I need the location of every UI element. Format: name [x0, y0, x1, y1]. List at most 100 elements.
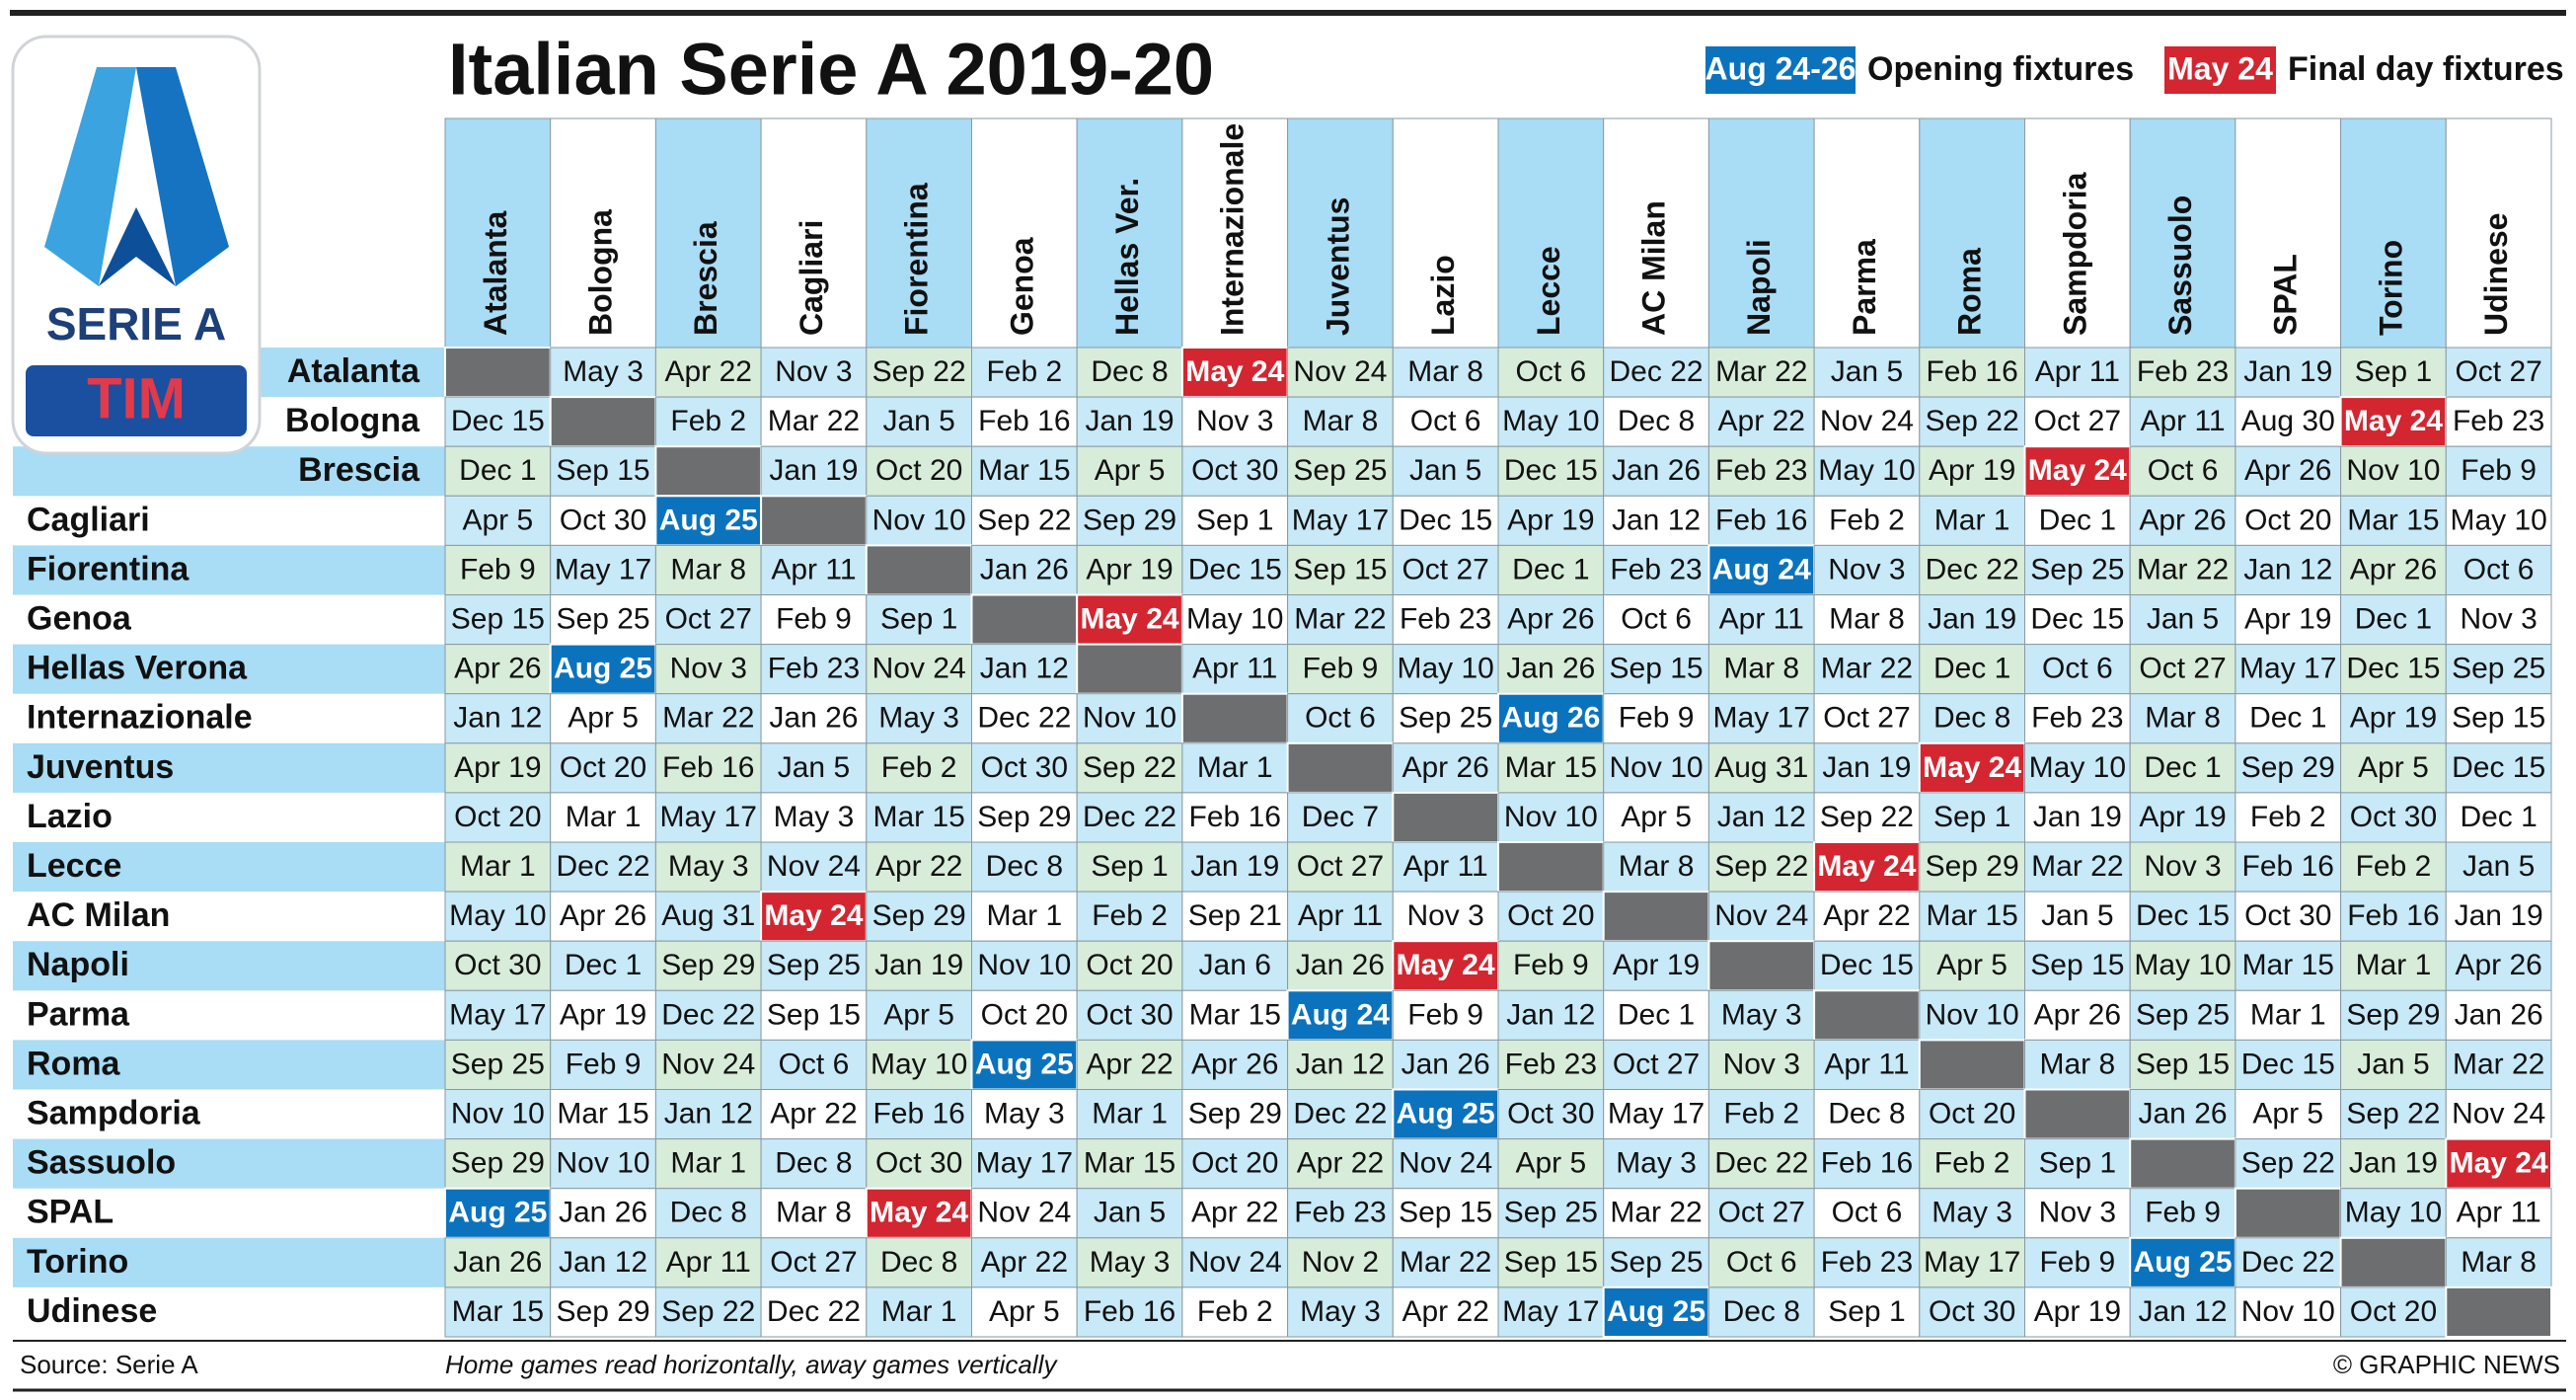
fixture-date: May 10	[1818, 454, 1915, 487]
fixture-date: Feb 9	[1619, 702, 1695, 735]
cell	[1919, 495, 2026, 546]
fixture-date: Sep 15	[451, 602, 545, 635]
fixture-date: Dec 15	[2241, 1048, 2335, 1080]
fixture-date: Sep 29	[977, 801, 1071, 833]
cell	[654, 1039, 762, 1091]
fixture-date: May 17	[2239, 653, 2336, 685]
cell	[1919, 544, 2026, 596]
fixture-date: Sep 15	[767, 998, 861, 1031]
fixture-date: Mar 15	[2347, 504, 2439, 536]
row-band	[13, 446, 445, 497]
cell	[1603, 792, 1709, 843]
fixture-date: Feb 23	[1821, 1246, 1913, 1279]
column-header: Hellas Ver.	[1109, 178, 1145, 336]
cell	[1919, 989, 2026, 1041]
cell	[2024, 347, 2131, 398]
cell	[550, 495, 656, 546]
fixture-date: Nov 24	[2452, 1097, 2545, 1129]
fixture-date: Dec 22	[1926, 553, 2019, 585]
fixture-date: Nov 10	[1504, 801, 1598, 833]
fixture-date: Oct 20	[2244, 504, 2331, 536]
fixture-date: Feb 16	[1189, 801, 1281, 833]
fixture-date: Sep 15	[2030, 949, 2124, 981]
fixture-date: Nov 24	[872, 653, 966, 685]
empty-cell	[2023, 1088, 2132, 1140]
fixture-date: Mar 1	[1197, 751, 1273, 784]
highlight-cell	[760, 891, 868, 943]
fixture-date: Mar 22	[1294, 602, 1386, 635]
cell	[2129, 940, 2236, 991]
fixture-date: Mar 22	[2453, 1048, 2544, 1080]
fixture-date: Oct 27	[1718, 1197, 1805, 1229]
cell	[2129, 1188, 2236, 1239]
fixture-date: Jan 19	[2455, 899, 2543, 932]
cell	[1392, 594, 1499, 646]
fixture-date: Sep 25	[2452, 653, 2545, 685]
cell	[1181, 989, 1289, 1041]
fixture-date: Aug 26	[1501, 702, 1600, 735]
fixture-date: Oct 27	[2139, 653, 2226, 685]
empty-cell	[1497, 841, 1605, 894]
fixture-date: Feb 2	[1934, 1147, 2010, 1180]
cell	[654, 940, 762, 991]
fixture-date: Jan 12	[2243, 553, 2332, 585]
cell	[1392, 989, 1499, 1041]
fixture-date: Apr 22	[770, 1097, 857, 1129]
fixture-date: Mar 22	[1821, 653, 1913, 685]
empty-cell	[1707, 940, 1816, 992]
cell	[2445, 742, 2552, 794]
fixture-date: Sep 22	[2241, 1147, 2335, 1180]
cell	[1497, 1138, 1605, 1190]
fixture-date: May 10	[1502, 405, 1599, 437]
row-band	[13, 941, 445, 991]
cell	[2235, 989, 2342, 1041]
fixture-date: Feb 2	[670, 405, 746, 437]
note: Home games read horizontally, away games…	[445, 1350, 1058, 1379]
cell	[1392, 742, 1499, 794]
fixture-date: Feb 2	[1197, 1295, 1273, 1328]
cell	[866, 1138, 972, 1190]
fixture-date: Mar 8	[2040, 1048, 2116, 1080]
cell	[1076, 742, 1183, 794]
cell	[1076, 445, 1183, 497]
fixture-date: Jan 26	[1402, 1048, 1490, 1080]
fixture-date: Apr 26	[2139, 504, 2226, 536]
fixture-date: Apr 11	[1298, 899, 1383, 932]
fixture-date: Sep 15	[2136, 1048, 2230, 1080]
cell	[550, 989, 656, 1041]
fixture-date: Jan 12	[1296, 1048, 1385, 1080]
cell	[1287, 693, 1394, 744]
empty-cell	[1180, 692, 1289, 744]
cell	[1497, 594, 1605, 646]
fixture-date: Sep 1	[1828, 1295, 1905, 1328]
empty-cell	[2445, 1285, 2553, 1339]
fixture-date: Aug 25	[554, 653, 652, 685]
fixture-date: May 3	[1300, 1295, 1381, 1328]
fixture-date: May 3	[1616, 1147, 1697, 1180]
fixture-date: Sep 25	[767, 949, 861, 981]
fixture-date: Jan 5	[1831, 355, 1903, 388]
fixture-date: Aug 25	[448, 1197, 547, 1229]
fixture-date: Jan 12	[453, 702, 542, 735]
empty-cell	[1392, 791, 1500, 844]
fixture-date: Jan 19	[1822, 751, 1911, 784]
cell	[2445, 445, 2552, 497]
column-header: Bologna	[583, 209, 619, 336]
fixture-date: Oct 27	[1823, 702, 1910, 735]
cell	[760, 742, 868, 794]
fixture-date: May 24	[1081, 602, 1179, 635]
fixture-date: Dec 22	[767, 1295, 861, 1328]
row-header: Torino	[27, 1243, 128, 1281]
fixture-date: Sep 15	[1504, 1246, 1598, 1279]
empty-cell	[1602, 891, 1710, 943]
cell	[1813, 644, 1921, 695]
cell	[971, 891, 1078, 942]
fixture-date: May 17	[1713, 702, 1810, 735]
fixture-date: May 10	[871, 1048, 967, 1080]
fixture-date: Nov 3	[2039, 1197, 2116, 1229]
cell	[2024, 1286, 2131, 1338]
cell	[971, 841, 1078, 893]
fixture-date: Oct 30	[1086, 998, 1173, 1031]
column-header-bg	[2024, 117, 2131, 349]
fixture-date: Nov 24	[1399, 1147, 1492, 1180]
